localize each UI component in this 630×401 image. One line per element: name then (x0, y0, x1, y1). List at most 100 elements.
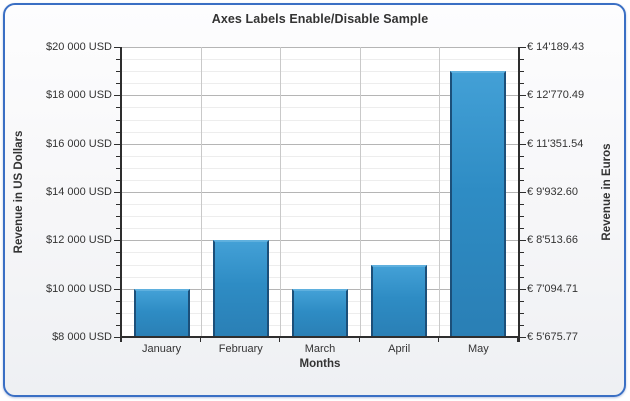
gridline-vertical (439, 47, 440, 337)
gridline-minor (122, 228, 518, 230)
y-tick-minor-right (520, 228, 524, 229)
x-axis-category-label: April (388, 343, 411, 355)
y-tick-major-left (114, 337, 120, 338)
gridline-minor (122, 131, 518, 133)
y-axis-right-tick-label: € 12'770.49 (527, 89, 585, 102)
y-tick-minor-left (116, 107, 120, 108)
y-tick-minor-right (520, 325, 524, 326)
bar-february[interactable] (212, 240, 269, 337)
x-tick (200, 337, 201, 342)
y-tick-minor-right (520, 168, 524, 169)
y-tick-minor-right (520, 132, 524, 133)
y-tick-minor-right (520, 83, 524, 84)
y-tick-minor-left (116, 204, 120, 205)
y-axis-left-line (120, 47, 122, 342)
y-tick-major-left (114, 47, 120, 48)
gridline-minor (122, 264, 518, 266)
x-axis-title: Months (299, 358, 341, 370)
y-axis-right-tick-label: € 5'675.77 (527, 331, 579, 343)
y-tick-major-right (520, 144, 526, 145)
gridline-minor (122, 71, 518, 73)
y-tick-minor-left (116, 71, 120, 72)
y-tick-minor-left (116, 216, 120, 217)
y-axis-left-tick-label: $18 000 USD (45, 89, 112, 102)
y-tick-major-left (114, 95, 120, 96)
y-tick-minor-right (520, 120, 524, 121)
y-axis-right-tick-label: € 9'932.60 (527, 186, 579, 198)
gridline-minor (122, 83, 518, 85)
x-axis-category-label: March (304, 343, 336, 355)
gridline-minor (122, 204, 518, 206)
x-tick (359, 337, 360, 342)
y-tick-minor-left (116, 277, 120, 278)
gridline-minor (122, 252, 518, 254)
y-tick-minor-right (520, 107, 524, 108)
y-axis-left-tick-label: $20 000 USD (45, 41, 112, 53)
y-tick-major-left (114, 144, 120, 145)
y-tick-minor-left (116, 120, 120, 121)
y-tick-minor-left (116, 265, 120, 266)
y-tick-major-left (114, 192, 120, 193)
y-axis-right-tick-label: € 11'351.54 (527, 137, 584, 150)
y-tick-major-right (520, 240, 526, 241)
gridline-minor (122, 179, 518, 181)
y-tick-minor-right (520, 71, 524, 72)
y-tick-minor-left (116, 59, 120, 60)
x-axis-line (120, 336, 520, 338)
y-axis-right-tick-label: € 14'189.43 (527, 41, 585, 53)
y-tick-minor-right (520, 59, 524, 60)
y-tick-minor-left (116, 228, 120, 229)
gridline-minor (122, 216, 518, 218)
y-tick-major-right (520, 337, 526, 338)
gridline-minor (122, 276, 518, 278)
y-tick-minor-left (116, 313, 120, 314)
y-tick-major-left (114, 289, 120, 290)
gridline-major (122, 95, 518, 97)
gridline-minor (122, 167, 518, 169)
gridline-major (122, 47, 518, 48)
y-tick-minor-left (116, 132, 120, 133)
y-axis-right-line (518, 47, 520, 342)
bar-march[interactable] (292, 288, 348, 337)
chart-title: Axes Labels Enable/Disable Sample (211, 12, 429, 26)
y-axis-left-tick-label: $12 000 USD (45, 234, 112, 247)
y-tick-minor-right (520, 313, 524, 314)
y-tick-major-right (520, 289, 526, 290)
y-axis-left-tick-label: $10 000 USD (45, 282, 112, 295)
gridline-major (122, 192, 518, 193)
y-tick-minor-right (520, 180, 524, 181)
gridline-minor (122, 107, 518, 109)
y-tick-major-right (520, 95, 526, 96)
x-axis-category-label: January (142, 343, 182, 355)
x-tick (279, 337, 280, 342)
gridline-minor (122, 155, 518, 157)
y-tick-major-left (114, 240, 120, 241)
bar-april[interactable] (371, 264, 428, 337)
gridline-vertical (201, 47, 202, 337)
gridline-minor (122, 119, 518, 121)
x-tick (438, 337, 439, 342)
y-tick-minor-left (116, 325, 120, 326)
y-axis-left-tick-label: $16 000 USD (45, 137, 112, 150)
y-tick-minor-left (116, 156, 120, 157)
x-axis-category-label: May (468, 343, 489, 355)
y-tick-minor-left (116, 301, 120, 302)
y-axis-right-tick-label: € 8'513.66 (527, 234, 579, 247)
y-axis-left-tick-label: $8 000 USD (52, 331, 112, 343)
bar-may[interactable] (450, 71, 507, 337)
y-tick-minor-right (520, 265, 524, 266)
x-axis-category-label: February (218, 343, 263, 355)
bar-january[interactable] (133, 288, 190, 337)
gridline-major (122, 143, 518, 145)
x-tick (121, 337, 122, 342)
y-tick-minor-left (116, 180, 120, 181)
y-tick-minor-right (520, 156, 524, 157)
y-tick-minor-right (520, 301, 524, 302)
gridline-vertical (280, 47, 281, 337)
y-tick-minor-left (116, 83, 120, 84)
gridline-vertical (360, 47, 361, 337)
y-tick-minor-right (520, 277, 524, 278)
y-axis-right-tick-label: € 7'094.71 (527, 282, 579, 295)
